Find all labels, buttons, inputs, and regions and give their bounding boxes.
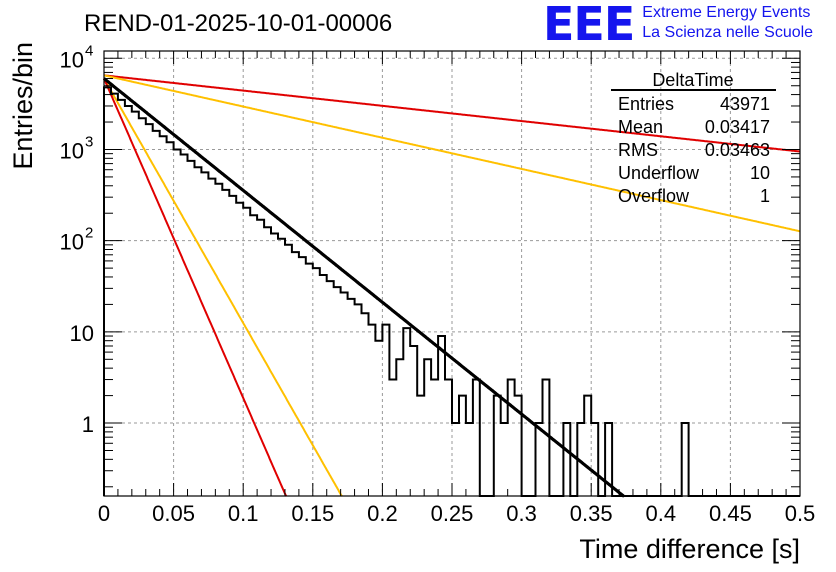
stats-box: DeltaTime Entries 43971 Mean 0.03417 RMS… xyxy=(611,70,776,206)
brand-line-2: La Scienza nelle Scuole xyxy=(642,24,814,41)
stats-label-underflow: Underflow xyxy=(618,163,700,183)
x-tick-label: 0.1 xyxy=(228,501,259,526)
grid xyxy=(104,51,800,496)
x-tick-label: 0.35 xyxy=(570,501,613,526)
stats-value-underflow: 10 xyxy=(750,163,770,183)
x-tick-label: 0 xyxy=(98,501,110,526)
x-tick-label: 0.2 xyxy=(367,501,398,526)
y-tick-exponent: 3 xyxy=(85,133,93,150)
y-tick-exponent: 2 xyxy=(85,225,93,242)
stats-value-mean: 0.03417 xyxy=(705,117,770,137)
fit-curve-lower-slow xyxy=(103,74,801,233)
x-tick-label: 0.45 xyxy=(709,501,752,526)
stats-value-entries: 43971 xyxy=(720,94,770,114)
x-tick-label: 0.15 xyxy=(291,501,334,526)
brand: EEE Extreme Energy Events La Scienza nel… xyxy=(543,0,813,51)
y-tick-label: 10 xyxy=(60,138,84,163)
x-tick-label: 0.4 xyxy=(646,501,677,526)
chart-title: REND-01-2025-10-01-00006 xyxy=(84,10,392,37)
axis-ticks xyxy=(103,51,801,496)
x-tick-label: 0.3 xyxy=(506,501,537,526)
fit-curve-overlay xyxy=(103,77,625,498)
stats-title: DeltaTime xyxy=(652,70,733,90)
stats-value-overflow: 1 xyxy=(760,186,770,206)
brand-text: Extreme Energy Events La Scienza nelle S… xyxy=(642,3,813,43)
stats-label-rms: RMS xyxy=(618,140,658,160)
x-tick-label: 0.25 xyxy=(431,501,474,526)
y-tick-exponent: 4 xyxy=(85,42,93,59)
fit-curve-upper-fast xyxy=(103,78,288,497)
eee-logo: EEE xyxy=(543,0,635,51)
y-tick-label: 10 xyxy=(60,47,84,72)
y-tick-label: 10 xyxy=(70,321,94,346)
x-tick-label: 0.05 xyxy=(152,501,195,526)
stats-label-mean: Mean xyxy=(618,117,663,137)
fit-curve-upper-slow xyxy=(104,74,801,153)
x-tick-label: 0.5 xyxy=(785,501,816,526)
stats-label-overflow: Overflow xyxy=(618,186,690,206)
x-tick-labels: 0 0.05 0.1 0.15 0.2 0.25 0.3 0.35 0.4 0.45 0.5 xyxy=(98,501,815,526)
stats-label-entries: Entries xyxy=(618,94,674,114)
x-axis-title: Time difference [s] xyxy=(579,534,800,564)
y-axis-title: Entries/bin xyxy=(8,42,38,170)
y-tick-label: 1 xyxy=(82,412,94,437)
stats-value-rms: 0.03463 xyxy=(705,140,770,160)
fit-curve-lower-fast xyxy=(103,77,343,497)
y-tick-label: 10 xyxy=(60,230,84,255)
brand-line-1: Extreme Energy Events xyxy=(642,4,811,21)
